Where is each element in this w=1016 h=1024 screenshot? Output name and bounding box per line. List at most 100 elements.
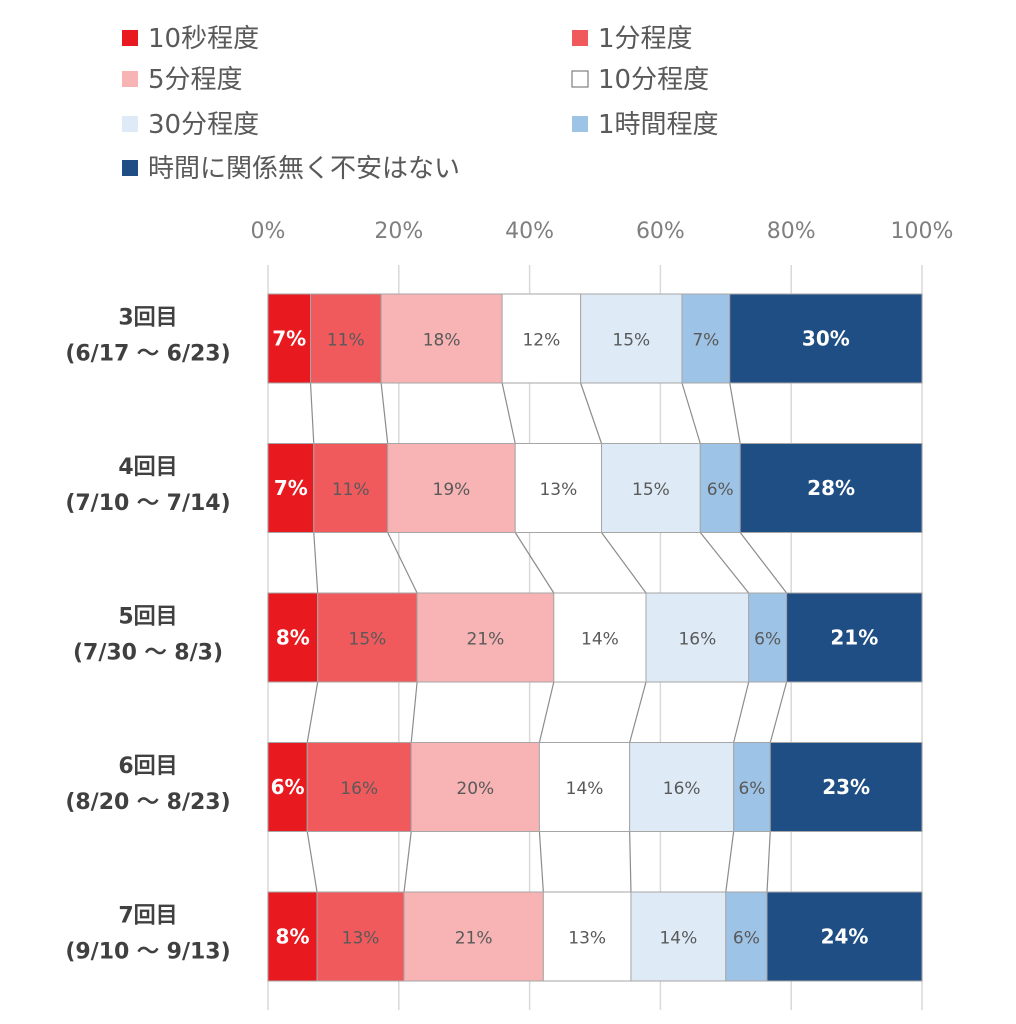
category-label-line: (8/20 ～ 8/23) (65, 790, 230, 815)
series-line (580, 382, 603, 444)
legend-swatch (571, 70, 589, 88)
legend-label: 時間に関係無く不安はない (148, 154, 460, 184)
data-label: 14% (566, 779, 604, 799)
data-label: 6% (754, 630, 781, 650)
data-label: 16% (340, 779, 378, 799)
bar-segment (542, 891, 632, 982)
legend-label: 10分程度 (598, 65, 709, 95)
data-label: 23% (822, 775, 870, 799)
series-line (739, 532, 788, 594)
bar-segment (387, 443, 516, 533)
series-line (699, 532, 750, 594)
category-label-line: 6回目 (118, 754, 177, 779)
legend-label: 30分程度 (148, 110, 259, 140)
data-label: 6% (271, 775, 305, 799)
bar-segment (267, 742, 308, 832)
legend-item: 10秒程度 (122, 24, 259, 54)
data-label: 15% (632, 480, 670, 500)
legend-item: 時間に関係無く不安はない (122, 154, 460, 184)
bar-segment (699, 443, 741, 533)
series-line (729, 382, 741, 444)
series-line (313, 532, 319, 594)
data-label: 11% (327, 331, 365, 351)
bar-segment (403, 891, 544, 982)
legend-label: 1分程度 (598, 24, 693, 54)
series-line (769, 681, 788, 743)
legend-swatch (122, 71, 138, 87)
bar-segment (580, 293, 683, 384)
data-label: 6% (707, 480, 734, 500)
series-line (733, 681, 750, 743)
legend-swatch (572, 30, 588, 46)
legend-label: 1時間程度 (598, 110, 719, 140)
series-line (306, 831, 318, 893)
category-labels: 3回目 (6/17 ～ 6/23) 4回目 (7/10 ～ 7/14) 5回目 (7/30… (65, 306, 230, 965)
category-label-line: 7回目 (118, 904, 177, 929)
data-label: 21% (455, 929, 493, 949)
category-label: 3回目 (6/17 ～ 6/23) (65, 306, 230, 367)
series-line (410, 681, 418, 743)
data-label: 20% (456, 779, 494, 799)
category-label: 4回目 (7/10 ～ 7/14) (65, 455, 230, 516)
category-label-line: 3回目 (118, 306, 177, 331)
bar-segment (786, 592, 923, 683)
data-label: 16% (663, 779, 701, 799)
category-label-line: (7/30 ～ 8/3) (73, 641, 223, 666)
legend-label: 5分程度 (148, 65, 243, 95)
x-tick-label: 80% (767, 219, 816, 244)
bar-segment (601, 443, 701, 533)
x-tick-label: 60% (636, 219, 685, 244)
bar-segment (681, 293, 731, 384)
series-line (403, 831, 412, 893)
bar-segment (629, 742, 735, 832)
bar-row: 6% 16% 20% 14% 16% 6% 23% (267, 742, 923, 832)
data-label: 12% (522, 331, 560, 351)
x-axis-tick-labels: 0% 20% 40% 60% 80% 100% (251, 219, 954, 244)
legend-swatch (122, 30, 138, 46)
legend-item: 10分程度 (571, 65, 709, 95)
category-label-line: (7/10 ～ 7/14) (65, 491, 230, 516)
bar-segment (538, 742, 631, 832)
bar-segment (267, 592, 319, 683)
data-label: 30% (802, 327, 850, 351)
data-label: 7% (274, 476, 308, 500)
data-label: 14% (659, 929, 697, 949)
legend-item: 1分程度 (572, 24, 693, 54)
data-label: 15% (612, 331, 650, 351)
series-line (306, 681, 319, 743)
series-line (538, 681, 555, 743)
series-line (538, 831, 544, 893)
bar-segment (553, 592, 647, 683)
category-label-line: (6/17 ～ 6/23) (65, 342, 230, 367)
category-label-line: 4回目 (118, 455, 177, 480)
series-line (387, 532, 418, 594)
bar-segment (317, 592, 418, 683)
data-label: 13% (342, 929, 380, 949)
bar-segment (501, 293, 582, 384)
data-label: 15% (349, 630, 387, 650)
data-label: 8% (276, 626, 310, 650)
series-line (309, 382, 315, 444)
bar-segment (380, 293, 503, 384)
series-line (501, 382, 516, 444)
x-tick-label: 20% (374, 219, 423, 244)
data-label: 13% (539, 480, 577, 500)
data-label: 7% (272, 327, 306, 351)
bar-row: 7% 11% 18% 12% 15% 7% 30% (267, 293, 923, 384)
legend-item: 30分程度 (122, 110, 259, 140)
bar-segment (769, 742, 923, 832)
category-label: 6回目 (8/20 ～ 8/23) (65, 754, 230, 815)
data-label: 18% (423, 331, 461, 351)
bar-segment (645, 592, 750, 683)
data-label: 6% (733, 929, 760, 949)
data-label: 24% (821, 925, 869, 949)
bar-segment (410, 742, 540, 832)
data-label: 21% (467, 630, 505, 650)
bar-segment (416, 592, 555, 683)
legend-swatch (122, 116, 138, 132)
data-label: 13% (568, 929, 606, 949)
series-lines (306, 382, 788, 893)
bar-row: 8% 15% 21% 14% 16% 6% 21% (267, 592, 923, 683)
